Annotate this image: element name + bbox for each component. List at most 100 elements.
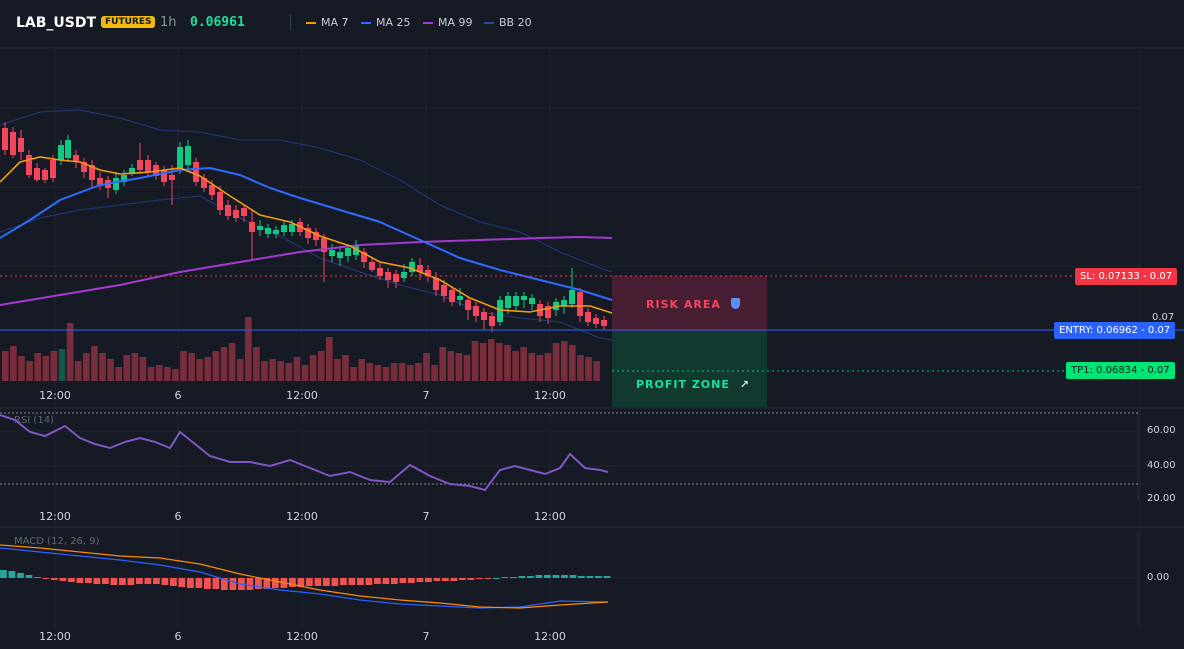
macd-hist-bar bbox=[136, 578, 143, 584]
macd-hist-bar bbox=[527, 576, 534, 578]
candle-body bbox=[569, 290, 575, 304]
volume-bar bbox=[390, 363, 398, 381]
macd-hist-bar bbox=[51, 578, 58, 580]
profit-zone bbox=[612, 331, 767, 407]
candle-body bbox=[321, 238, 327, 252]
tp1-tag-short: 0.07 bbox=[1147, 365, 1170, 376]
candle-body bbox=[545, 306, 551, 318]
time-axis-label: 12:00 bbox=[534, 510, 566, 523]
macd-hist-bar bbox=[561, 575, 568, 578]
macd-hist-bar bbox=[161, 578, 169, 585]
entry-tag-short: 0.07 bbox=[1147, 325, 1171, 336]
volume-bar bbox=[147, 367, 155, 381]
candle-body bbox=[201, 178, 207, 188]
ma7-swatch-icon bbox=[306, 21, 316, 24]
volume-bar bbox=[577, 355, 584, 381]
bb20-swatch-icon bbox=[484, 21, 494, 24]
time-axis-label: 12:00 bbox=[39, 630, 71, 643]
volume-bar bbox=[204, 357, 212, 381]
macd-hist-bar bbox=[450, 578, 458, 581]
macd-hist-bar bbox=[408, 578, 415, 583]
macd-hist-bar bbox=[229, 578, 237, 590]
legend-ma25[interactable]: MA 25 bbox=[361, 16, 411, 29]
macd-hist-bar bbox=[76, 578, 84, 583]
volume-bar bbox=[479, 343, 487, 381]
macd-hist-bar bbox=[8, 571, 16, 578]
macd-hist-bar bbox=[535, 575, 543, 578]
legend-ma7[interactable]: MA 7 bbox=[306, 16, 349, 29]
candle-body bbox=[273, 230, 279, 234]
candle-body bbox=[473, 306, 479, 316]
time-axis-label: 12:00 bbox=[534, 630, 566, 643]
macd-hist-bar bbox=[578, 576, 585, 578]
volume-bar bbox=[447, 351, 455, 381]
candle-body bbox=[73, 155, 79, 162]
macd-hist-bar bbox=[365, 578, 373, 585]
time-axis-label: 12:00 bbox=[286, 630, 318, 643]
entry-tag[interactable]: ENTRY: 0.06962 - 0.07 bbox=[1054, 322, 1176, 339]
macd-hist-bar bbox=[263, 578, 271, 589]
candle-body bbox=[97, 178, 103, 186]
legend-bb20-label: BB 20 bbox=[499, 16, 532, 29]
volume-bar bbox=[155, 365, 163, 381]
rsi-indicator-label[interactable]: RSI (14) bbox=[14, 415, 54, 426]
volume-bar bbox=[528, 353, 536, 381]
volume-bar bbox=[552, 343, 560, 381]
macd-tick-zero: 0.00 bbox=[1147, 572, 1170, 583]
volume-bar bbox=[317, 351, 325, 381]
macd-hist-bar bbox=[331, 578, 339, 586]
candle-body bbox=[313, 232, 319, 240]
volume-bar bbox=[309, 355, 317, 381]
ma99-line bbox=[0, 235, 613, 306]
legend-ma99[interactable]: MA 99 bbox=[423, 16, 473, 29]
rsi-line bbox=[0, 414, 609, 492]
vertical-grid bbox=[54, 48, 1141, 628]
volume-bar bbox=[423, 353, 430, 381]
legend-ma7-label: MA 7 bbox=[321, 16, 349, 29]
candle-body bbox=[561, 300, 567, 306]
macd-hist-bar bbox=[289, 578, 296, 587]
volume-bar bbox=[139, 357, 147, 381]
candle-body bbox=[161, 170, 167, 182]
candle-body bbox=[233, 210, 239, 218]
tp1-tag-label: TP1: 0.06834 bbox=[1071, 365, 1138, 376]
volume-bars bbox=[2, 317, 600, 381]
volume-bar bbox=[512, 351, 519, 381]
candle-body bbox=[521, 296, 527, 300]
candle-body bbox=[305, 228, 311, 238]
timeframe-selector[interactable]: 1h bbox=[160, 15, 177, 30]
macd-hist-bar bbox=[391, 578, 398, 584]
volume-bar bbox=[585, 357, 592, 381]
volume-bar bbox=[504, 345, 511, 381]
volume-bar bbox=[560, 341, 568, 381]
tp1-tag[interactable]: TP1: 0.06834 - 0.07 bbox=[1066, 362, 1175, 379]
rsi-tick-20: 20.00 bbox=[1147, 493, 1176, 504]
candle-body bbox=[513, 296, 519, 306]
time-axis-label: 7 bbox=[423, 510, 430, 523]
macd-indicator-label[interactable]: MACD (12, 26, 9) bbox=[14, 536, 100, 547]
macd-hist-bar bbox=[212, 578, 220, 589]
legend-bb20[interactable]: BB 20 bbox=[484, 16, 532, 29]
volume-bar bbox=[326, 337, 333, 381]
macd-hist-bar bbox=[306, 578, 313, 586]
macd-hist-bar bbox=[476, 578, 483, 579]
macd-histogram bbox=[0, 570, 611, 590]
volume-bar bbox=[212, 351, 220, 381]
sl-tag[interactable]: SL: 0.07133 - 0.07 bbox=[1075, 268, 1178, 285]
volume-bar bbox=[83, 353, 90, 381]
rsi-tick-40: 40.00 bbox=[1147, 460, 1176, 471]
volume-bar bbox=[131, 353, 139, 381]
macd-hist-bar bbox=[484, 578, 492, 579]
futures-badge: FUTURES bbox=[101, 16, 156, 28]
candle-body bbox=[10, 132, 16, 155]
symbol-pair[interactable]: LAB_USDT bbox=[16, 15, 97, 31]
candle-body bbox=[113, 178, 119, 190]
sl-tag-short: 0.07 bbox=[1149, 271, 1173, 282]
candle-body bbox=[401, 272, 407, 278]
candle-body bbox=[385, 272, 391, 280]
bb-upper-line bbox=[0, 109, 613, 273]
volume-bar bbox=[455, 353, 463, 381]
shield-icon bbox=[730, 298, 740, 309]
macd-hist-bar bbox=[85, 578, 92, 583]
